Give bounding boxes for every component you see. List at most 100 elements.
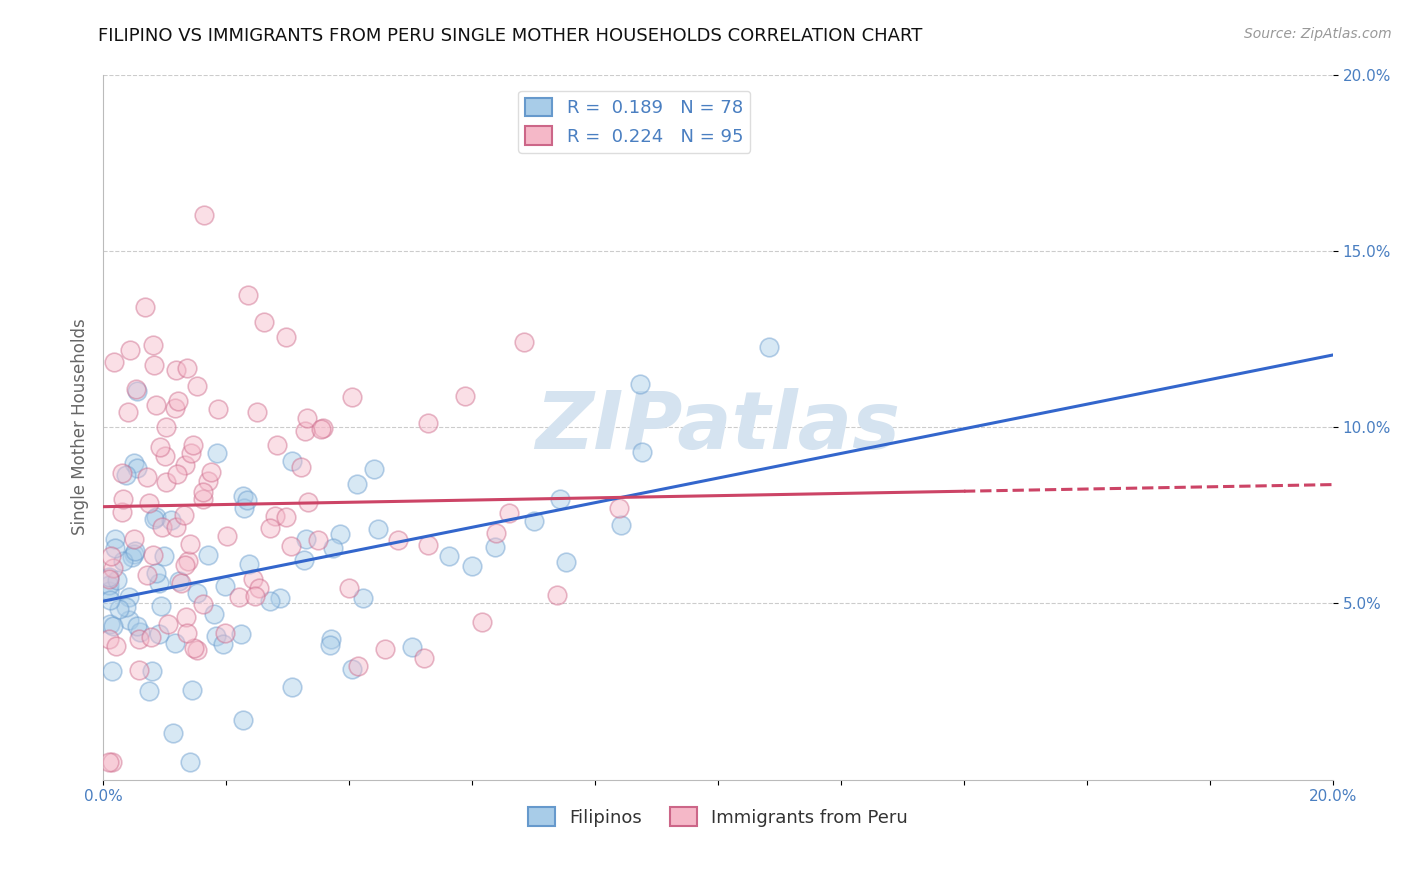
Text: FILIPINO VS IMMIGRANTS FROM PERU SINGLE MOTHER HOUSEHOLDS CORRELATION CHART: FILIPINO VS IMMIGRANTS FROM PERU SINGLE …	[98, 27, 922, 45]
Point	[758, 340, 780, 354]
Point	[439, 549, 461, 563]
Point	[111, 466, 134, 480]
Point	[295, 411, 318, 425]
Point	[141, 665, 163, 679]
Point	[347, 658, 370, 673]
Point	[98, 583, 121, 598]
Point	[412, 650, 434, 665]
Point	[513, 335, 536, 350]
Point	[297, 495, 319, 509]
Point	[170, 576, 193, 591]
Point	[610, 517, 633, 532]
Point	[200, 466, 222, 480]
Point	[124, 544, 146, 558]
Point	[98, 570, 121, 584]
Point	[100, 549, 122, 564]
Point	[319, 638, 342, 652]
Point	[264, 508, 287, 523]
Point	[122, 548, 145, 562]
Point	[229, 627, 252, 641]
Point	[186, 378, 208, 392]
Point	[183, 641, 205, 656]
Point	[281, 454, 304, 468]
Point	[523, 514, 546, 528]
Point	[233, 501, 256, 516]
Point	[173, 458, 195, 472]
Point	[112, 491, 135, 506]
Point	[98, 755, 121, 769]
Point	[103, 355, 125, 369]
Point	[342, 390, 364, 404]
Point	[193, 209, 215, 223]
Point	[179, 537, 201, 551]
Point	[193, 597, 215, 611]
Point	[176, 625, 198, 640]
Point	[104, 541, 127, 555]
Point	[337, 581, 360, 595]
Point	[312, 420, 335, 434]
Point	[141, 630, 163, 644]
Point	[197, 548, 219, 562]
Point	[101, 755, 124, 769]
Point	[115, 467, 138, 482]
Point	[138, 683, 160, 698]
Point	[212, 637, 235, 651]
Point	[101, 664, 124, 678]
Point	[148, 575, 170, 590]
Point	[156, 617, 179, 632]
Point	[307, 533, 329, 547]
Point	[232, 489, 254, 503]
Point	[165, 401, 187, 416]
Point	[191, 485, 214, 500]
Point	[484, 541, 506, 555]
Point	[274, 509, 297, 524]
Point	[149, 599, 172, 614]
Point	[145, 509, 167, 524]
Point	[418, 538, 440, 552]
Point	[181, 683, 204, 698]
Point	[103, 618, 125, 632]
Point	[177, 553, 200, 567]
Point	[142, 548, 165, 562]
Point	[142, 512, 165, 526]
Point	[108, 602, 131, 616]
Point	[173, 558, 195, 572]
Point	[179, 755, 201, 769]
Point	[246, 404, 269, 418]
Point	[142, 338, 165, 352]
Point	[118, 613, 141, 627]
Point	[186, 586, 208, 600]
Point	[367, 522, 389, 536]
Point	[630, 445, 652, 459]
Point	[143, 359, 166, 373]
Point	[207, 445, 229, 459]
Point	[128, 632, 150, 647]
Point	[98, 632, 121, 646]
Point	[152, 549, 174, 563]
Point	[112, 554, 135, 568]
Point	[259, 594, 281, 608]
Point	[111, 505, 134, 519]
Point	[471, 615, 494, 630]
Point	[276, 329, 298, 343]
Point	[173, 508, 195, 522]
Point	[167, 574, 190, 588]
Point	[236, 492, 259, 507]
Point	[205, 629, 228, 643]
Point	[166, 467, 188, 482]
Point	[155, 475, 177, 489]
Point	[609, 501, 631, 516]
Point	[124, 456, 146, 470]
Point	[128, 664, 150, 678]
Point	[416, 417, 439, 431]
Point	[202, 607, 225, 622]
Point	[461, 558, 484, 573]
Point	[319, 632, 342, 646]
Point	[207, 402, 229, 417]
Point	[322, 541, 344, 556]
Point	[346, 477, 368, 491]
Point	[117, 404, 139, 418]
Point	[153, 449, 176, 463]
Point	[253, 316, 276, 330]
Point	[115, 599, 138, 614]
